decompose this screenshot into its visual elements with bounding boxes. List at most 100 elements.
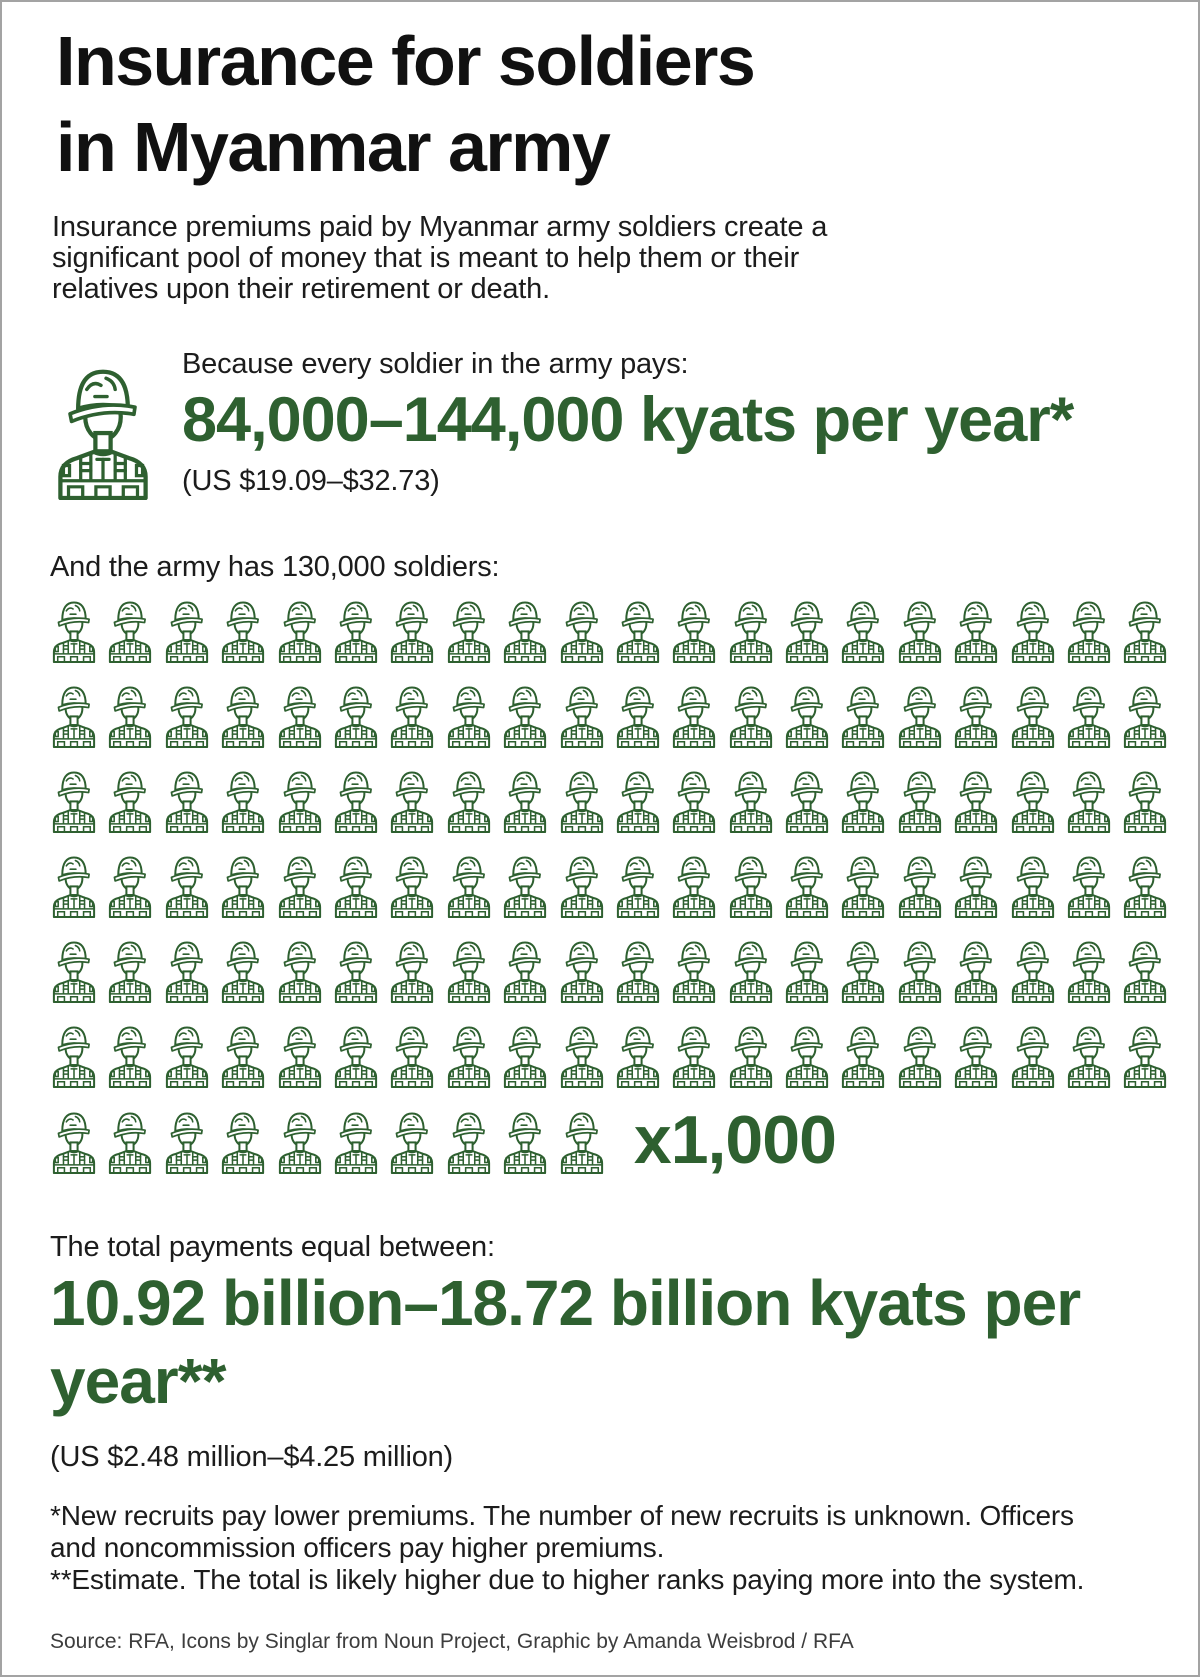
soldier-icon xyxy=(1065,681,1113,748)
soldier-icon xyxy=(445,766,493,833)
soldier-icon xyxy=(388,1021,436,1088)
soldier-icon xyxy=(896,681,944,748)
soldier-icon xyxy=(219,1107,267,1174)
soldier-icon xyxy=(952,596,1000,663)
soldier-row: x1,000 xyxy=(50,1106,1169,1174)
soldier-icon xyxy=(670,766,718,833)
soldier-row xyxy=(50,851,1169,918)
soldier-icon xyxy=(727,766,775,833)
soldier-icon xyxy=(276,1107,324,1174)
soldier-icon xyxy=(445,681,493,748)
soldier-icon xyxy=(106,766,154,833)
soldier-icon xyxy=(952,681,1000,748)
soldier-icon xyxy=(332,766,380,833)
soldier-icon xyxy=(445,851,493,918)
soldier-icon xyxy=(163,681,211,748)
soldier-icon xyxy=(952,1021,1000,1088)
footnotes: *New recruits pay lower premiums. The nu… xyxy=(50,1500,1084,1596)
multiplier-label: x1,000 xyxy=(633,1102,837,1178)
soldier-icon xyxy=(614,681,662,748)
soldier-icon xyxy=(952,851,1000,918)
intro-line: significant pool of money that is meant … xyxy=(52,242,800,274)
soldier-row xyxy=(50,596,1169,663)
soldier-icon xyxy=(727,936,775,1003)
soldier-icon xyxy=(558,1107,606,1174)
soldier-icon xyxy=(896,936,944,1003)
soldier-icon xyxy=(670,681,718,748)
soldier-icon xyxy=(388,936,436,1003)
soldier-icon xyxy=(332,851,380,918)
footnote-line: **Estimate. The total is likely higher d… xyxy=(50,1564,1085,1595)
total-amount-line1: 10.92 billion–18.72 billion kyats per xyxy=(50,1267,1081,1339)
soldier-icon xyxy=(783,766,831,833)
soldier-icon xyxy=(783,1021,831,1088)
soldier-icon xyxy=(50,766,98,833)
soldier-icon xyxy=(1121,1021,1169,1088)
soldier-grid: x1,000 xyxy=(50,596,1169,1174)
soldier-icon xyxy=(501,851,549,918)
soldier-icon xyxy=(50,596,98,663)
soldier-icon xyxy=(388,766,436,833)
soldier-icon xyxy=(1121,596,1169,663)
soldier-icon xyxy=(163,596,211,663)
soldier-icon xyxy=(952,936,1000,1003)
soldier-icon xyxy=(839,851,887,918)
footnote-line: *New recruits pay lower premiums. The nu… xyxy=(50,1500,1074,1531)
soldier-icon xyxy=(1009,1021,1057,1088)
intro-line: Insurance premiums paid by Myanmar army … xyxy=(52,211,828,243)
soldier-icon xyxy=(783,936,831,1003)
soldier-icon xyxy=(614,1021,662,1088)
soldier-icon xyxy=(219,851,267,918)
soldier-icon xyxy=(896,1021,944,1088)
soldier-icon xyxy=(50,681,98,748)
premium-lead-in: Because every soldier in the army pays: xyxy=(182,348,689,380)
soldier-icon xyxy=(614,851,662,918)
soldier-icon xyxy=(783,681,831,748)
soldier-row xyxy=(50,681,1169,748)
soldier-icon xyxy=(670,1021,718,1088)
soldier-icon xyxy=(163,766,211,833)
soldier-icon xyxy=(896,766,944,833)
soldier-icon xyxy=(332,596,380,663)
soldier-icon xyxy=(388,681,436,748)
soldier-icon xyxy=(276,936,324,1003)
soldier-icon xyxy=(896,851,944,918)
soldier-icon xyxy=(952,766,1000,833)
soldier-icon xyxy=(276,1021,324,1088)
soldier-icon xyxy=(1121,681,1169,748)
page-title: Insurance for soldiers in Myanmar army xyxy=(56,18,756,190)
soldier-icon xyxy=(106,1107,154,1174)
soldier-icon xyxy=(388,851,436,918)
soldier-icon xyxy=(839,936,887,1003)
soldier-icon xyxy=(219,1021,267,1088)
soldier-icon xyxy=(1121,851,1169,918)
soldier-icon xyxy=(1009,596,1057,663)
soldier-icon xyxy=(839,596,887,663)
page-title-line2: in Myanmar army xyxy=(56,108,611,186)
soldier-icon xyxy=(614,936,662,1003)
soldier-icon xyxy=(783,596,831,663)
soldier-icon xyxy=(783,851,831,918)
soldier-icon xyxy=(670,936,718,1003)
soldier-icon xyxy=(501,936,549,1003)
soldier-icon xyxy=(163,851,211,918)
soldier-icon xyxy=(1065,936,1113,1003)
soldier-icon xyxy=(276,681,324,748)
soldier-icon xyxy=(52,358,154,500)
soldier-icon xyxy=(445,596,493,663)
soldier-icon xyxy=(614,766,662,833)
total-usd: (US $2.48 million–$4.25 million) xyxy=(50,1441,454,1473)
soldier-icon xyxy=(1009,681,1057,748)
soldier-icon xyxy=(276,596,324,663)
soldier-icon xyxy=(670,596,718,663)
soldier-icon xyxy=(50,851,98,918)
total-amount: 10.92 billion–18.72 billion kyats per ye… xyxy=(50,1264,1081,1420)
intro-line: relatives upon their retirement or death… xyxy=(52,273,550,305)
soldier-icon xyxy=(670,851,718,918)
soldier-icon xyxy=(558,681,606,748)
army-size-label: And the army has 130,000 soldiers: xyxy=(50,551,500,583)
soldier-icon xyxy=(445,1021,493,1088)
soldier-icon xyxy=(1065,596,1113,663)
soldier-icon xyxy=(896,596,944,663)
